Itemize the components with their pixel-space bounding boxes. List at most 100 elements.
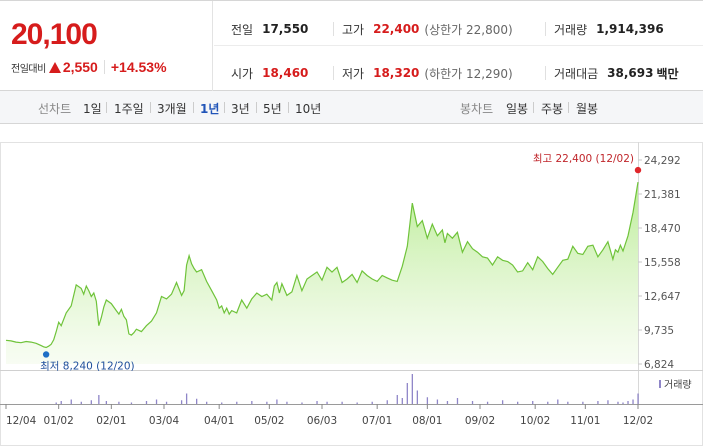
volume-bar (486, 401, 489, 404)
x-tick-label: 10/02 (520, 415, 550, 427)
volume-bar (236, 401, 238, 404)
volume-bar (98, 395, 100, 404)
volume-bar (617, 401, 619, 404)
stat-turnover: 거래대금 38,693 백만 (554, 63, 679, 83)
volume-bar (165, 401, 168, 404)
y-tick-label: 18,470 (644, 223, 681, 235)
divider (333, 66, 334, 80)
divider (533, 102, 534, 113)
volume-bar (341, 401, 343, 404)
current-price: 20,100 (11, 18, 98, 51)
stat-sub: (상한가 22,800) (424, 22, 513, 37)
change-value: 2,550 (62, 59, 98, 75)
up-arrow-icon (48, 61, 61, 73)
volume-bar (326, 401, 328, 404)
stat-value: 18,460 (262, 66, 309, 80)
stat-value: 1,914,396 (596, 22, 664, 36)
divider (106, 102, 107, 113)
volume-bar (416, 390, 419, 404)
stat-value: 38,693 (607, 66, 654, 80)
period-1y[interactable]: 1년 (200, 102, 220, 116)
volume-bar (426, 397, 429, 404)
period-1w[interactable]: 1주일 (114, 102, 144, 116)
volume-bar (286, 401, 288, 404)
volume-bar (597, 401, 599, 404)
x-tick-label: 04/01 (204, 415, 234, 427)
line-chart-label: 선차트 (38, 102, 72, 116)
stat-low: 저가 18,320 (하한가 12,290) (342, 63, 513, 83)
stat-unit: 백만 (656, 66, 679, 81)
volume-bar (80, 401, 82, 404)
volume-bar (411, 374, 413, 404)
y-tick-label: 9,735 (644, 325, 674, 337)
volume-bar (396, 395, 398, 404)
stat-value: 18,320 (373, 66, 420, 80)
divider (545, 66, 546, 80)
high-marker (634, 166, 642, 174)
x-tick-label: 09/02 (465, 415, 495, 427)
volume-bar (471, 401, 474, 404)
stat-label: 고가 (342, 22, 365, 37)
volume-bar (316, 401, 318, 404)
divider (333, 22, 334, 36)
volume-bar (90, 400, 92, 404)
volume-bar (627, 401, 629, 404)
volume-bar (145, 401, 148, 404)
x-tick-label: 06/03 (307, 415, 337, 427)
stat-label: 전일 (231, 22, 254, 37)
period-1d[interactable]: 1일 (83, 102, 102, 116)
price-area (6, 182, 638, 364)
y-tick-label: 12,647 (644, 291, 681, 303)
volume-bar (266, 401, 268, 404)
stat-open: 시가 18,460 (231, 63, 308, 83)
volume-bar (632, 399, 634, 404)
change-percent: +14.53% (110, 59, 167, 75)
x-tick-label: 03/04 (149, 415, 180, 427)
x-tick-label: 01/02 (44, 415, 74, 427)
x-tick-label: 08/01 (412, 415, 442, 427)
volume-bar (637, 393, 639, 404)
stat-sub: (하한가 12,290) (424, 66, 513, 81)
period-5y[interactable]: 5년 (263, 102, 282, 116)
volume-bar (401, 398, 403, 404)
volume-bar (60, 401, 62, 404)
stat-label: 저가 (342, 66, 365, 81)
volume-bar (567, 401, 569, 404)
candle-chart-label: 봉차트 (460, 102, 494, 116)
stat-label: 거래대금 (554, 66, 599, 81)
volume-bar (130, 402, 133, 404)
change-label: 전일대비 (11, 63, 46, 75)
volume-bar (501, 400, 504, 404)
volume-bar (607, 400, 609, 404)
volume-bar (155, 399, 158, 404)
volume-bar (371, 401, 373, 404)
candle-weekly[interactable]: 주봉 (541, 102, 564, 116)
price-chart: 24,292 21,381 18,470 15,558 12,647 9,735 6,824… (0, 142, 703, 446)
stat-value: 17,550 (262, 22, 309, 36)
candle-daily[interactable]: 일봉 (506, 102, 529, 116)
y-tick-label: 21,381 (644, 189, 681, 201)
volume-bar (118, 401, 120, 404)
period-3y[interactable]: 3년 (231, 102, 250, 116)
divider (288, 102, 289, 113)
volume-bar (547, 401, 549, 404)
high-annotation: 최고 22,400 (12/02) (533, 153, 634, 165)
volume-bar (406, 383, 408, 404)
x-tick-label: 12/02 (623, 415, 653, 427)
stat-value: 22,400 (373, 22, 420, 36)
candle-monthly[interactable]: 월봉 (576, 102, 599, 116)
period-3m[interactable]: 3개월 (157, 102, 187, 116)
x-tick-label: 12/04 (6, 415, 37, 427)
price-box: 20,100 전일대비 2,550 +14.53% (0, 1, 213, 91)
price-line (5, 182, 639, 349)
volume-legend-label: 거래량 (664, 379, 692, 391)
volume-bar (301, 402, 303, 404)
volume-bar (251, 401, 253, 404)
volume-bar (436, 399, 439, 404)
volume-bar (55, 402, 57, 404)
period-10y[interactable]: 10년 (295, 102, 322, 116)
divider (224, 102, 225, 113)
stat-label: 거래량 (554, 22, 588, 37)
low-annotation: 최저 8,240 (12/20) (40, 360, 135, 372)
volume-bar (456, 398, 459, 404)
